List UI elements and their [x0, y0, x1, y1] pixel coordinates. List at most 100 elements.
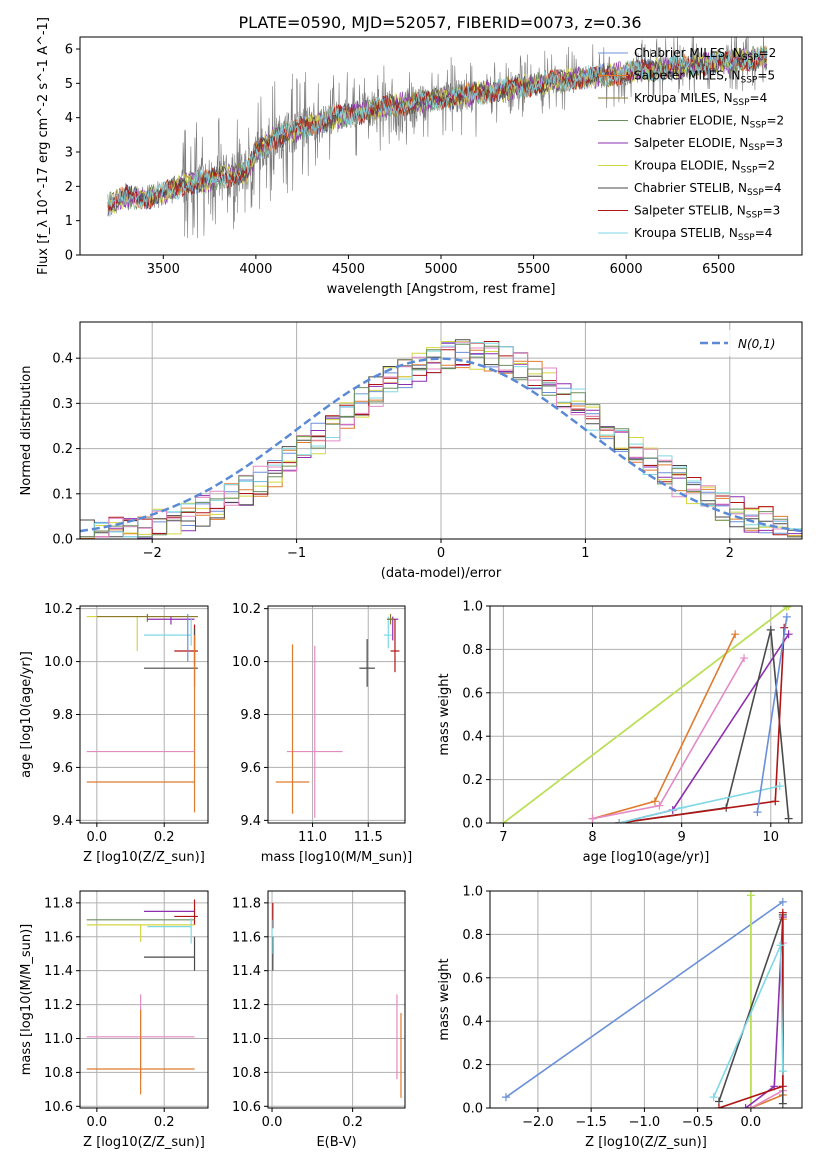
y-tick-label: 9.6: [52, 761, 73, 776]
panel-massweight-vs-age: 7 8 9 10 0.0 0.2 0.4 0.6 0.8 1.0 age [log10(age/yr…: [437, 600, 803, 865]
plot-layer: 3500 4000 4500 5000 5500 6000 6500 0 1 2 3 4 5 6 wavel…: [19, 17, 803, 1150]
y-tick-label: 0.1: [52, 487, 73, 502]
x-tick-label: −1.5: [575, 1115, 607, 1130]
errorbar-point: [275, 644, 310, 814]
y-tick-label: 3: [65, 146, 73, 161]
x-tick-label: 3500: [147, 262, 180, 277]
y-tick-label: 0.0: [462, 1102, 483, 1117]
y-tick-label: 0.2: [462, 1058, 483, 1073]
y-tick-label: 0.4: [462, 730, 483, 745]
errorbar-point: [383, 616, 392, 649]
y-tick-label: 10.8: [44, 1066, 73, 1081]
plot-area-mass-vs-EBV: [271, 902, 402, 1098]
x-tick-label: 11.5: [354, 830, 383, 845]
y-axis-label: mass weight: [437, 673, 452, 755]
y-tick-label: 10.2: [232, 602, 261, 617]
legend-label: Kroupa MILES, NSSP=4: [634, 91, 767, 108]
errorbar-point: [359, 639, 375, 687]
y-tick-label: 0.4: [52, 352, 73, 367]
x-axis-label: E(B-V): [316, 1135, 356, 1150]
errorbar-point: [390, 619, 400, 673]
x-tick-label: 4500: [332, 262, 365, 277]
y-tick-label: 11.2: [232, 998, 261, 1013]
x-axis-label: (data-model)/error: [381, 566, 502, 581]
mass-weight-marker: [784, 630, 793, 639]
y-axis-label: age [log10(age/yr)]: [19, 651, 34, 778]
x-axis-label: mass [log10(M/M_sun)]: [261, 850, 413, 865]
hist-legend-label: N(0,1): [738, 337, 775, 351]
errorbar-point: [144, 628, 198, 687]
mass-weight-marker: [784, 606, 793, 610]
y-tick-label: 0.3: [52, 397, 73, 412]
x-axis-label: Z [log10(Z/Z_sun)]: [585, 1135, 707, 1150]
mass-weight-marker: [778, 1099, 787, 1108]
errorbar-point: [147, 616, 195, 625]
y-tick-label: 11.0: [44, 1032, 73, 1047]
x-tick-label: 2: [726, 546, 734, 561]
mass-weight-marker: [746, 1104, 755, 1108]
legend-label: Kroupa STELIB, NSSP=4: [634, 226, 772, 243]
x-tick-label: 0.0: [86, 1115, 107, 1130]
mass-weight-marker: [740, 654, 749, 663]
mass-weight-marker: [775, 782, 784, 791]
y-tick-label: 0.6: [462, 686, 483, 701]
x-tick-label: −1: [287, 546, 306, 561]
panel-spectrum: 3500 4000 4500 5000 5500 6000 6500 0 1 2 3 4 5 6 wavel…: [36, 17, 803, 297]
y-axis-label: Flux [f_λ 10^-17 erg cm^-2 s^-1 A^-1]: [36, 17, 51, 275]
y-tick-label: 0: [65, 249, 73, 264]
x-tick-label: −2.0: [522, 1115, 554, 1130]
y-tick-label: 0.2: [462, 773, 483, 788]
y-tick-label: 10.6: [44, 1100, 73, 1115]
mass-weight-marker: [677, 803, 686, 812]
x-tick-label: 0: [437, 546, 445, 561]
mass-weight-marker: [709, 1093, 718, 1102]
errorbar-point: [387, 613, 394, 625]
x-tick-label: 4000: [239, 262, 272, 277]
y-tick-label: 11.0: [232, 1032, 261, 1047]
figure-title: PLATE=0590, MJD=52057, FIBERID=0073, z=0…: [238, 13, 641, 32]
mass-weight-marker: [766, 625, 775, 634]
panel-residual-hist: −2 −1 0 1 2 0.0 0.1 0.2 0.3 0.4 (data-model)/error…: [19, 321, 803, 581]
x-tick-label: 6000: [610, 262, 643, 277]
x-tick-label: 6500: [702, 262, 735, 277]
mass-weight-marker: [776, 941, 785, 950]
mass-weight-marker: [778, 897, 787, 906]
mass-weight-marker: [650, 797, 659, 806]
plot-area-massweight-vs-Z: [501, 891, 787, 1108]
mass-weight-marker: [714, 1104, 723, 1108]
x-tick-label: 5500: [517, 262, 550, 277]
model-spectrum-kroupa-stelib: [107, 45, 768, 210]
mass-weight-marker: [501, 1093, 510, 1102]
y-tick-label: 10.8: [232, 1066, 261, 1081]
panel-mass-vs-Z: 0.0 0.2 10.6 10.8 11.0 11.2 11.4 11.6 11.8 Z [log…: [19, 890, 209, 1150]
y-tick-label: 5: [65, 77, 73, 92]
y-tick-label: 4: [65, 111, 73, 126]
x-tick-label: 1: [581, 546, 589, 561]
x-tick-label: 0.0: [741, 1115, 762, 1130]
errorbar-point: [96, 613, 198, 622]
y-tick-label: 0.6: [462, 971, 483, 986]
y-tick-label: 11.8: [232, 896, 261, 911]
errorbar-point: [174, 899, 198, 925]
y-tick-label: 0.8: [462, 643, 483, 658]
x-tick-label: 0.0: [86, 830, 107, 845]
spectrum-legend: Chabrier MILES, NSSP=2 Salpeter MILES, NS…: [598, 46, 784, 243]
x-tick-label: 0.0: [262, 1115, 283, 1130]
y-tick-label: 9.4: [240, 814, 261, 829]
residual-histogram-chabrier-elodie: [80, 343, 802, 538]
mass-weight-marker: [741, 1104, 750, 1108]
x-tick-label: −1.0: [629, 1115, 661, 1130]
mass-weight-marker: [655, 801, 664, 810]
mass-weight-marker: [778, 1082, 787, 1091]
y-tick-label: 10.0: [44, 655, 73, 670]
panel-massweight-vs-Z: −2.0 −1.5 −1.0 −0.5 0.0 0.0 0.2 0.4 0.6 0.8 1.0 Z […: [437, 885, 803, 1150]
y-tick-label: 0.0: [52, 533, 73, 548]
x-tick-label: 7: [499, 830, 507, 845]
legend-label: Chabrier STELIB, NSSP=4: [634, 181, 782, 198]
legend-label: Salpeter MILES, NSSP=5: [634, 69, 775, 86]
legend-label: Chabrier ELODIE, NSSP=2: [634, 114, 784, 131]
panel-age-vs-mass: 11.0 11.5 9.4 9.6 9.8 10.0 10.2 mass [log10(M/M…: [232, 602, 412, 865]
mass-weight-marker: [782, 612, 791, 621]
y-tick-label: 9.6: [240, 761, 261, 776]
x-tick-label: 8: [588, 830, 596, 845]
